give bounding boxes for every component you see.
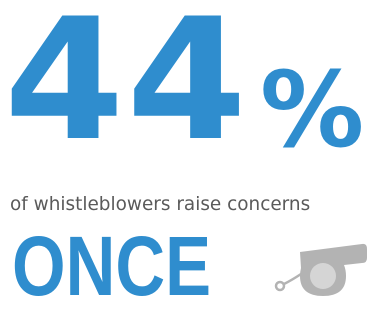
whistle-connector (283, 272, 302, 286)
percent-sign: % (260, 49, 365, 171)
headline-number: 44 (4, 0, 249, 178)
whistle-ring (274, 280, 286, 292)
caption-text: of whistleblowers raise concerns (10, 193, 311, 215)
whistle-icon (274, 243, 367, 296)
whistle-inner (310, 263, 336, 289)
emphasis-text: ONCE (12, 219, 212, 313)
whistle-body (300, 243, 367, 296)
